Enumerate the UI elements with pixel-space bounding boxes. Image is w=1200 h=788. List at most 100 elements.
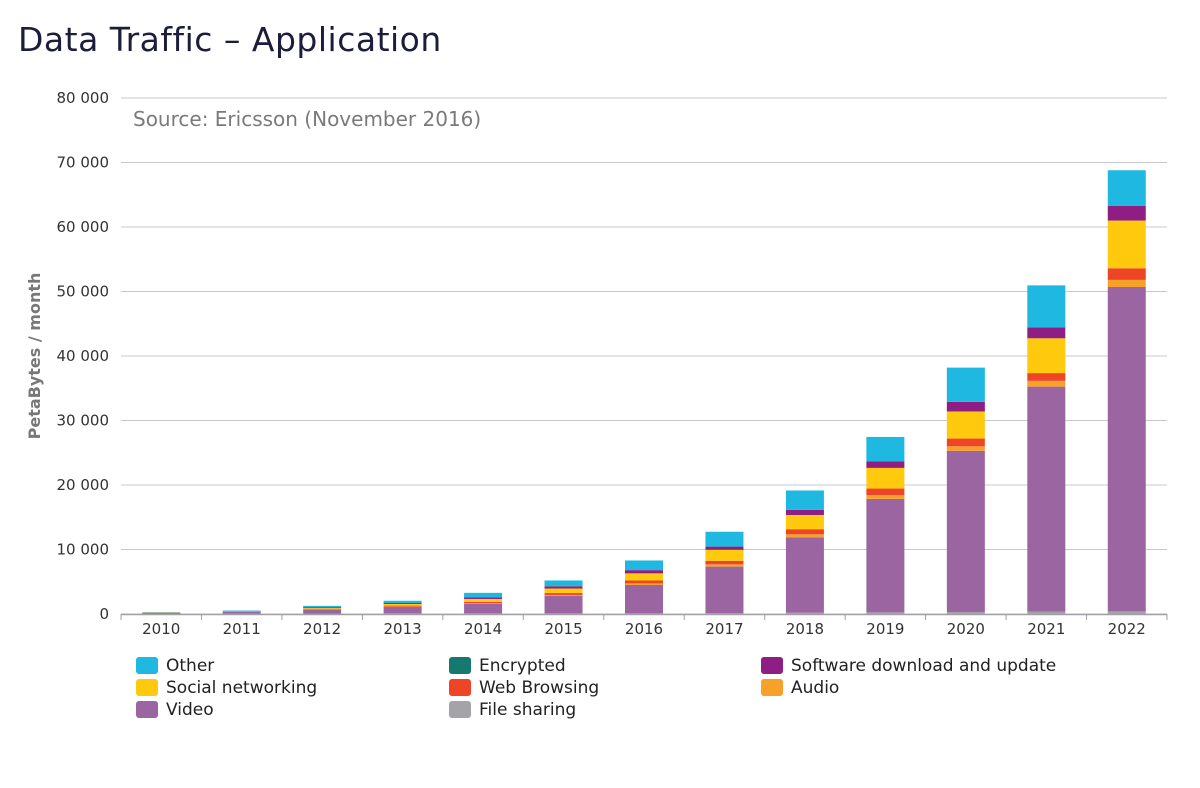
bar-segment-file-sharing[interactable] bbox=[785, 612, 824, 614]
bar-segment-software-download-and-update[interactable] bbox=[544, 586, 583, 589]
bar-segment-video[interactable] bbox=[946, 450, 985, 613]
bar-segment-file-sharing[interactable] bbox=[625, 613, 663, 614]
bar-segment-video[interactable] bbox=[866, 498, 905, 613]
bar-segment-social-networking[interactable] bbox=[785, 514, 824, 530]
bar-segment-web-browsing[interactable] bbox=[383, 605, 422, 607]
y-tick-label: 60 000 bbox=[57, 218, 110, 236]
bar-segment-audio[interactable] bbox=[625, 583, 663, 585]
bar-segment-audio[interactable] bbox=[785, 534, 824, 538]
bar-segment-video[interactable] bbox=[303, 609, 342, 614]
bar-segment-video[interactable] bbox=[785, 537, 824, 613]
bar-segment-video[interactable] bbox=[383, 606, 422, 614]
bar-segment-video[interactable] bbox=[625, 584, 663, 614]
legend-item-other[interactable]: Other bbox=[136, 656, 214, 676]
legend-item-software-download-and-update[interactable]: Software download and update bbox=[761, 656, 1056, 676]
bar-segment-video[interactable] bbox=[1027, 386, 1066, 612]
x-axis: 2010 2011 2012 2013 2014 2015 2016 2017 2018 2019… bbox=[120, 613, 1168, 638]
bar-segment-web-browsing[interactable] bbox=[464, 601, 503, 604]
bar-segment-file-sharing[interactable] bbox=[464, 613, 503, 614]
bar-segment-software-download-and-update[interactable] bbox=[464, 597, 503, 599]
bar-segment-video[interactable] bbox=[142, 612, 181, 614]
bar-segment-other[interactable] bbox=[946, 367, 985, 402]
bar-segment-social-networking[interactable] bbox=[303, 608, 342, 610]
bar-segment-other[interactable] bbox=[464, 592, 503, 598]
bar-segment-software-download-and-update[interactable] bbox=[946, 401, 985, 412]
bar-segment-audio[interactable] bbox=[1027, 380, 1066, 387]
bar-segment-software-download-and-update[interactable] bbox=[785, 509, 824, 515]
bar-segment-audio[interactable] bbox=[866, 494, 905, 499]
legend-swatch bbox=[136, 657, 158, 674]
bar-segment-audio[interactable] bbox=[705, 564, 744, 567]
bar-segment-file-sharing[interactable] bbox=[303, 613, 342, 614]
bar-segment-other[interactable] bbox=[544, 580, 583, 587]
bar-segment-social-networking[interactable] bbox=[946, 411, 985, 439]
legend-item-video[interactable]: Video bbox=[136, 700, 214, 720]
x-tick-label: 2019 bbox=[866, 620, 904, 638]
legend-swatch bbox=[136, 679, 158, 696]
bar-segment-software-download-and-update[interactable] bbox=[866, 461, 905, 468]
bar-segment-other[interactable] bbox=[383, 600, 422, 604]
bar-segment-other[interactable] bbox=[1027, 285, 1066, 328]
bar-segment-video[interactable] bbox=[544, 595, 583, 614]
legend-swatch bbox=[761, 657, 783, 674]
bar-segment-software-download-and-update[interactable] bbox=[1027, 327, 1066, 339]
legend-item-audio[interactable]: Audio bbox=[761, 678, 839, 698]
bar-segment-audio[interactable] bbox=[544, 594, 583, 596]
bar-segment-audio[interactable] bbox=[464, 603, 503, 604]
bar-segment-social-networking[interactable] bbox=[1107, 220, 1146, 269]
bar-segment-web-browsing[interactable] bbox=[866, 488, 905, 495]
bar-segment-software-download-and-update[interactable] bbox=[303, 607, 342, 609]
bar-segment-other[interactable] bbox=[866, 436, 905, 462]
bar-segment-video[interactable] bbox=[705, 566, 744, 614]
bar-segment-file-sharing[interactable] bbox=[866, 612, 905, 614]
x-tick-label: 2012 bbox=[303, 620, 341, 638]
bar-segment-web-browsing[interactable] bbox=[544, 593, 583, 595]
legend-item-web-browsing[interactable]: Web Browsing bbox=[449, 678, 599, 698]
bar-segment-file-sharing[interactable] bbox=[946, 612, 985, 614]
legend-item-social-networking[interactable]: Social networking bbox=[136, 678, 317, 698]
bar-segment-social-networking[interactable] bbox=[625, 573, 663, 581]
bar-segment-social-networking[interactable] bbox=[464, 598, 503, 602]
legend-item-file-sharing[interactable]: File sharing bbox=[449, 700, 576, 720]
bar-segment-software-download-and-update[interactable] bbox=[705, 546, 744, 550]
bar-segment-web-browsing[interactable] bbox=[1027, 373, 1066, 381]
bar-segment-file-sharing[interactable] bbox=[705, 613, 744, 614]
bar-segment-video[interactable] bbox=[222, 612, 261, 614]
bar-segment-file-sharing[interactable] bbox=[544, 613, 583, 614]
legend-item-encrypted[interactable]: Encrypted bbox=[449, 656, 566, 676]
bar-segment-file-sharing[interactable] bbox=[1027, 611, 1066, 614]
bar-segment-social-networking[interactable] bbox=[705, 549, 744, 561]
x-tick-label: 2010 bbox=[142, 620, 180, 638]
y-tick-label: 30 000 bbox=[57, 412, 110, 430]
bar-segment-other[interactable] bbox=[785, 490, 824, 510]
bar-segment-social-networking[interactable] bbox=[1027, 338, 1066, 374]
bar-segment-other[interactable] bbox=[705, 531, 744, 547]
y-tick-label: 50 000 bbox=[57, 283, 110, 301]
bar-segment-file-sharing[interactable] bbox=[1107, 611, 1146, 614]
y-tick-label: 40 000 bbox=[57, 347, 110, 365]
bar-segment-file-sharing[interactable] bbox=[383, 613, 422, 614]
bar-segment-web-browsing[interactable] bbox=[303, 609, 342, 610]
bar-segment-web-browsing[interactable] bbox=[625, 580, 663, 584]
bar-segment-web-browsing[interactable] bbox=[785, 529, 824, 535]
bar-segment-social-networking[interactable] bbox=[383, 604, 422, 606]
bar-segment-web-browsing[interactable] bbox=[946, 438, 985, 447]
bar-segment-video[interactable] bbox=[1107, 286, 1146, 612]
bar-segment-social-networking[interactable] bbox=[866, 467, 905, 489]
bar-segment-software-download-and-update[interactable] bbox=[383, 603, 422, 605]
bar-segment-audio[interactable] bbox=[1107, 279, 1146, 287]
x-tick-label: 2011 bbox=[223, 620, 261, 638]
bar-segment-software-download-and-update[interactable] bbox=[625, 570, 663, 574]
chart-title: Data Traffic – Application bbox=[18, 20, 442, 59]
bar-segment-video[interactable] bbox=[464, 603, 503, 614]
bar-segment-audio[interactable] bbox=[946, 446, 985, 451]
bar-segment-other[interactable] bbox=[303, 605, 342, 608]
bar-segment-software-download-and-update[interactable] bbox=[1107, 205, 1146, 221]
bar-segment-social-networking[interactable] bbox=[544, 588, 583, 594]
bar-segment-web-browsing[interactable] bbox=[1107, 268, 1146, 280]
legend-label: Other bbox=[166, 656, 214, 676]
bar-segment-other[interactable] bbox=[1107, 170, 1146, 206]
bar-segment-other[interactable] bbox=[625, 560, 663, 571]
bar-segment-web-browsing[interactable] bbox=[705, 560, 744, 565]
